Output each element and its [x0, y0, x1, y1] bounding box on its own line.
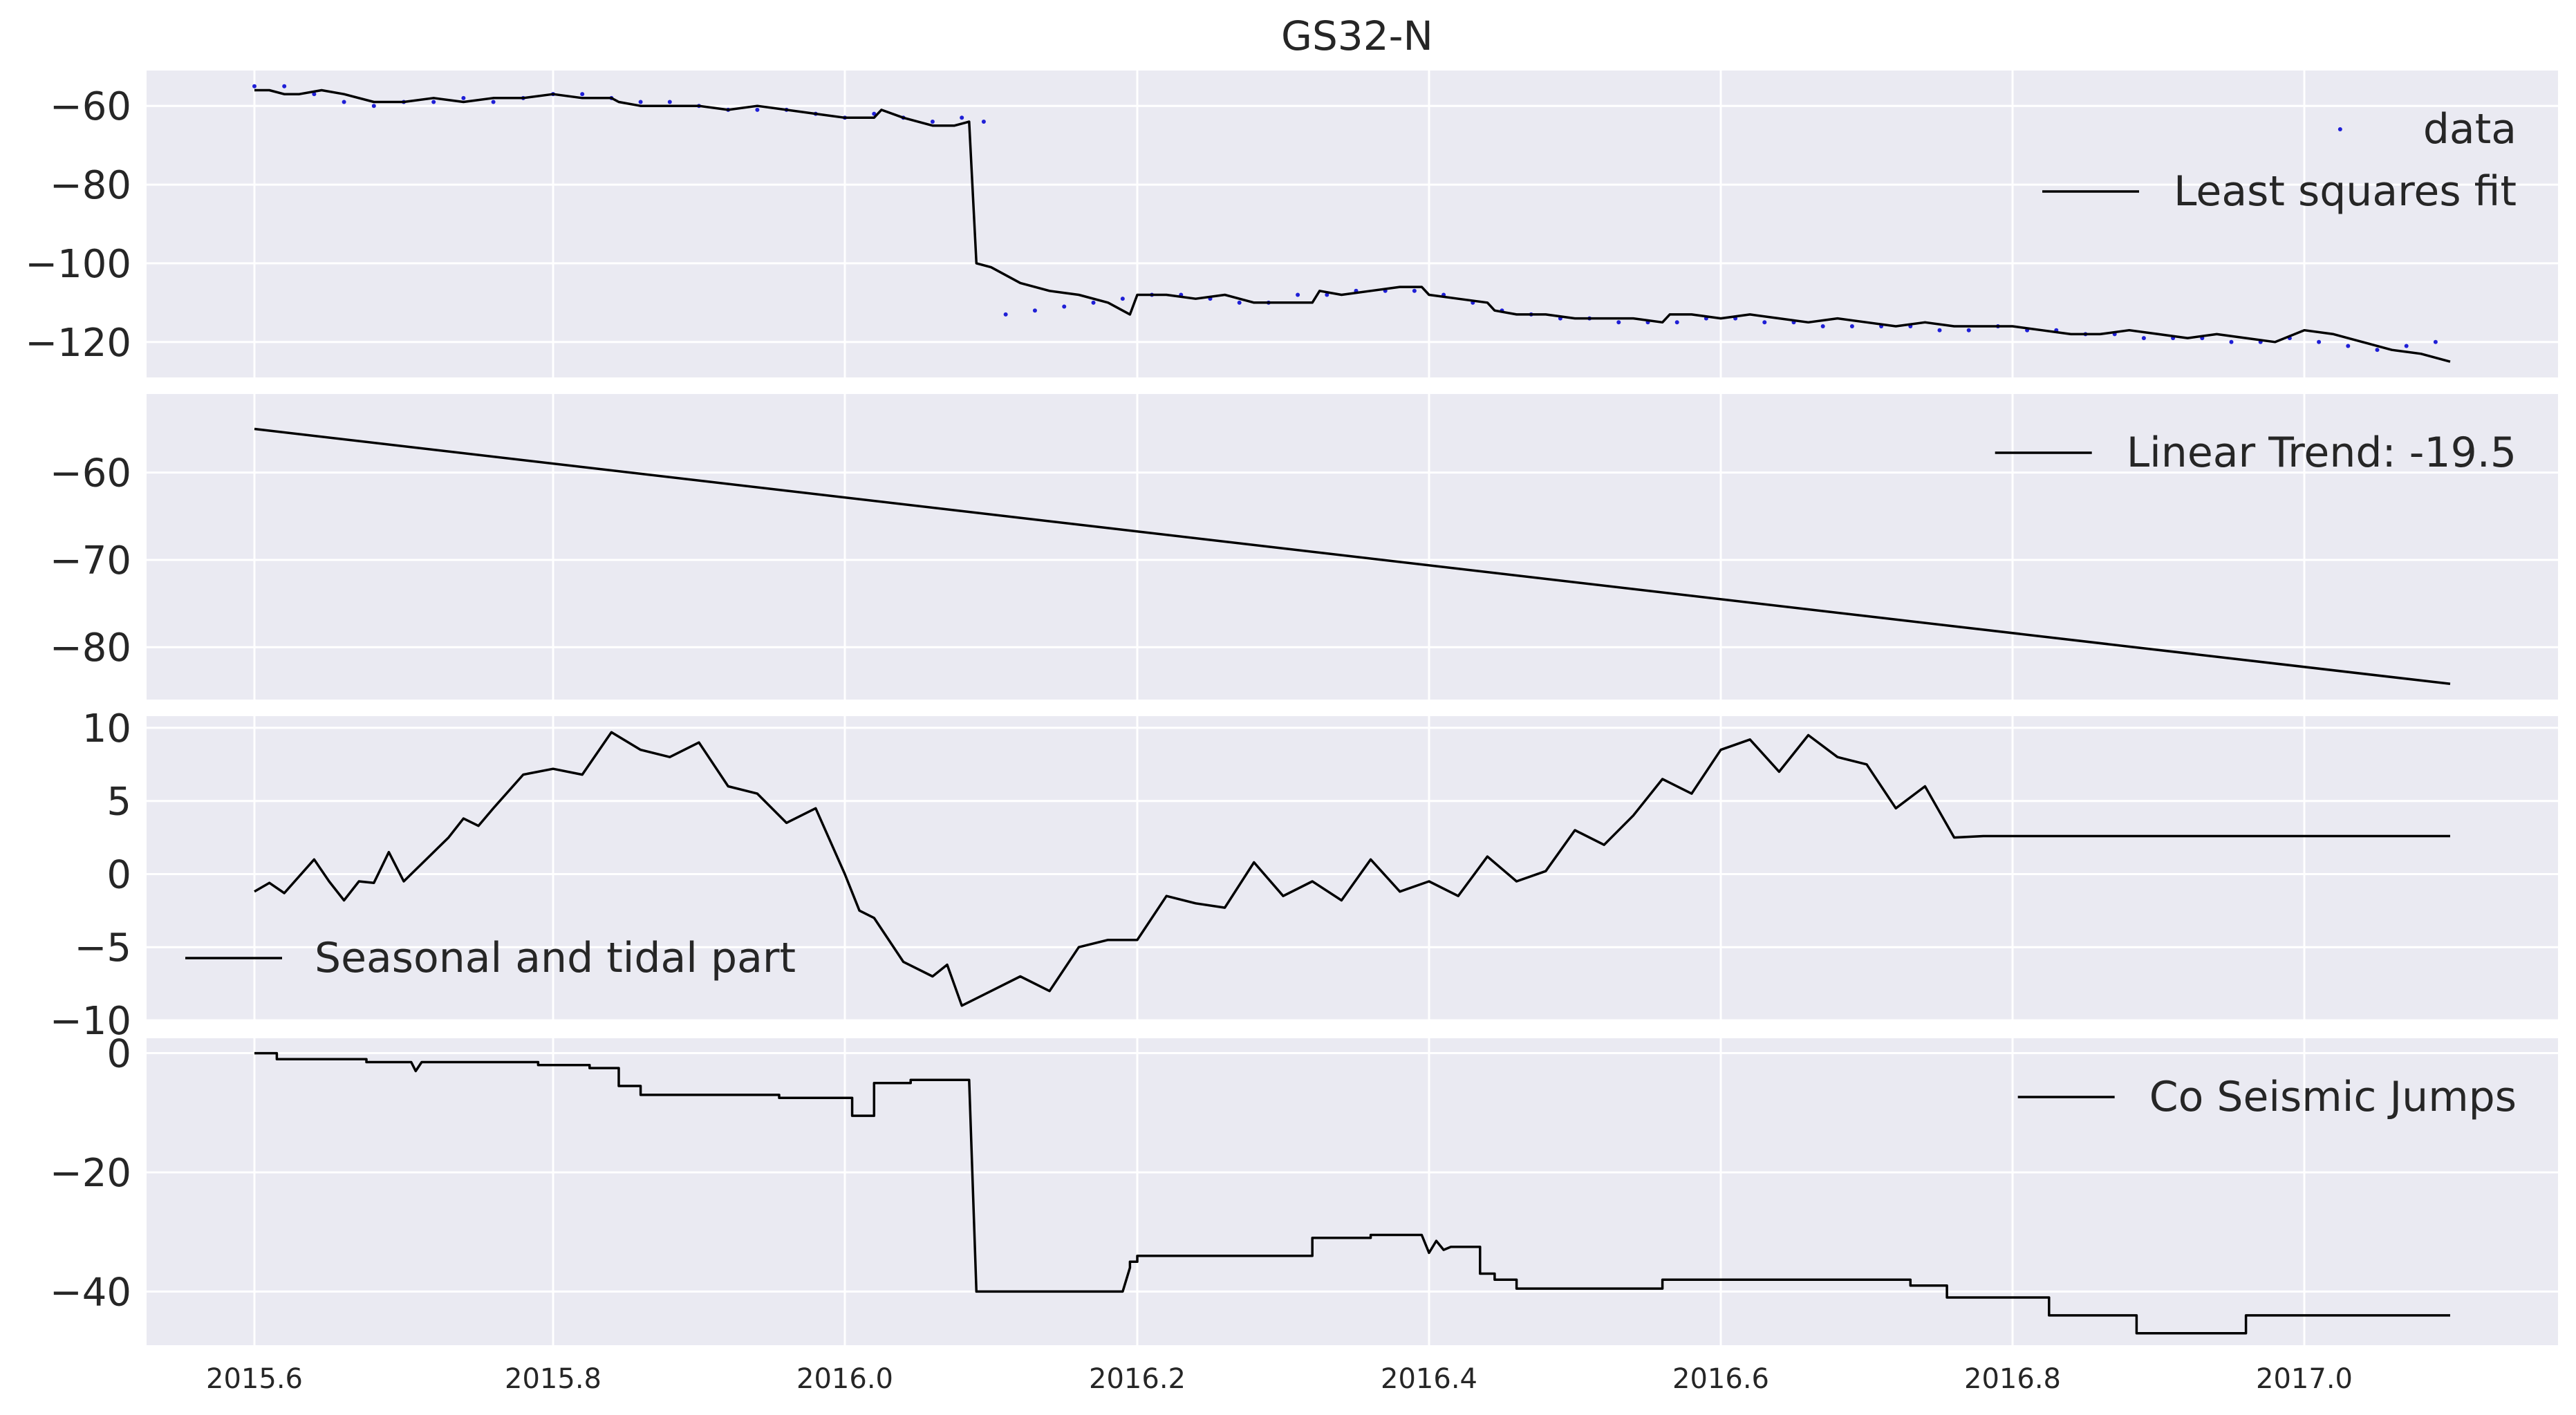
data-point [1032, 308, 1037, 313]
legend-item: data [2337, 105, 2517, 153]
y-tick-label: −10 [50, 999, 131, 1044]
data-point [2346, 344, 2351, 348]
data-point [667, 100, 672, 104]
x-tick-label: 2015.8 [505, 1363, 601, 1395]
y-tick-label: 0 [106, 852, 131, 897]
series-group [254, 427, 2451, 686]
series-group [254, 1051, 2450, 1335]
y-tick-label: −80 [50, 163, 131, 208]
y-tick-label: 5 [106, 780, 131, 825]
data-point [1616, 320, 1621, 325]
plot-area [147, 716, 2558, 1020]
data-point [638, 100, 643, 104]
data-point [1966, 328, 1971, 332]
data-point [1062, 304, 1067, 309]
y-tick-label: 0 [106, 1032, 131, 1077]
data-point [2375, 348, 2380, 353]
y-tick-label: −5 [74, 926, 131, 971]
data-point [342, 100, 346, 104]
data-point [312, 92, 317, 97]
x-tick-label: 2016.6 [1672, 1363, 1769, 1395]
subplot-3: 10 5 0 −5 −10 Seasonal and tidal part [50, 706, 2558, 1044]
subplot-1: −60 −80 −100 −120 data Least squares fit [25, 71, 2558, 377]
legend-item: Seasonal and tidal part [185, 934, 796, 982]
data-point [755, 107, 760, 112]
data-point [1296, 292, 1300, 297]
data-point [1237, 300, 1242, 305]
data-point [1091, 300, 1096, 305]
series-group [252, 84, 2451, 363]
data-point [930, 120, 935, 124]
data-point [282, 84, 287, 88]
y-tick-label: −40 [50, 1270, 131, 1315]
y-tick-label: −20 [50, 1151, 131, 1196]
legend: data Least squares fit [2042, 105, 2517, 216]
data-point [2317, 339, 2322, 344]
x-tick-label: 2016.4 [1381, 1363, 1477, 1395]
series-group [254, 731, 2450, 1007]
data-point [431, 100, 436, 104]
data-point [1674, 320, 1679, 325]
legend: Seasonal and tidal part [185, 934, 796, 982]
series-line-1 [254, 427, 2451, 686]
legend: Co Seismic Jumps [2017, 1073, 2517, 1121]
y-tick-label: −120 [25, 321, 131, 366]
data-point [580, 92, 585, 97]
plot-area [147, 71, 2558, 377]
data-point [1937, 328, 1942, 332]
x-tick-label: 2016.8 [1964, 1363, 2061, 1395]
legend: Linear Trend: -19.5 [1995, 429, 2517, 477]
legend-item: Co Seismic Jumps [2017, 1073, 2517, 1121]
legend-marker [2337, 127, 2342, 131]
subplot-2: −60 −70 −80 Linear Trend: -19.5 [50, 394, 2558, 700]
legend-label: data [2423, 105, 2517, 153]
x-tick-label: 2016.0 [796, 1363, 893, 1395]
legend-label: Least squares fit [2174, 167, 2517, 216]
data-point [872, 111, 877, 116]
data-point [1325, 292, 1329, 297]
data-point [491, 100, 496, 104]
plot-area [147, 1038, 2558, 1345]
data-point [252, 84, 256, 88]
data-point [1120, 297, 1125, 301]
chart-title: GS32-N [1281, 12, 1433, 59]
data-point [960, 115, 964, 120]
data-point [1412, 288, 1417, 293]
data-point [2404, 344, 2409, 348]
data-point [1820, 324, 1825, 328]
y-tick-label: 10 [82, 706, 131, 751]
data-point [2229, 339, 2234, 344]
y-tick-label: −100 [25, 242, 131, 287]
data-point [2141, 336, 2146, 341]
x-tick-label: 2016.2 [1089, 1363, 1186, 1395]
subplot-4: 0 −20 −40 Co Seismic Jumps [50, 1032, 2558, 1345]
data-point [981, 120, 986, 124]
series-line-1 [254, 1051, 2450, 1335]
y-tick-label: −60 [50, 451, 131, 496]
x-tick-label: 2015.6 [206, 1363, 303, 1395]
legend-item: Least squares fit [2042, 167, 2517, 216]
legend-label: Co Seismic Jumps [2149, 1073, 2517, 1121]
data-point [371, 104, 376, 109]
series-line-1 [254, 731, 2450, 1007]
y-tick-label: −80 [50, 626, 131, 671]
data-point [1849, 324, 1854, 328]
legend-item: Linear Trend: -19.5 [1995, 429, 2517, 477]
legend-label: Linear Trend: -19.5 [2127, 429, 2517, 477]
data-point [2433, 339, 2438, 344]
y-tick-label: −60 [50, 84, 131, 129]
data-point [1003, 312, 1008, 317]
y-tick-label: −70 [50, 538, 131, 583]
legend-label: Seasonal and tidal part [315, 934, 796, 982]
x-tick-label: 2017.0 [2256, 1363, 2353, 1395]
data-point [461, 95, 466, 100]
series-line-2 [254, 88, 2451, 363]
x-axis: 2015.6 2015.8 2016.0 2016.2 2016.4 2016.6 2016… [206, 1363, 2353, 1395]
data-point [1762, 320, 1767, 325]
